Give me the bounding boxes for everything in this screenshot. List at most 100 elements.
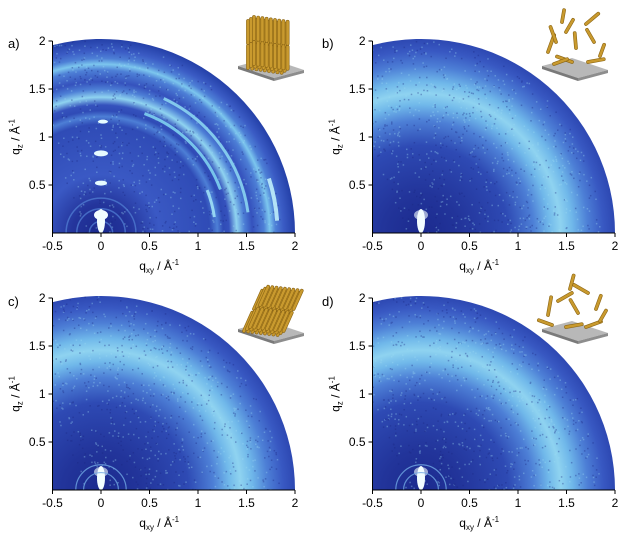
noise-speck (34, 60, 36, 62)
noise-speck (390, 106, 393, 109)
noise-speck (220, 447, 223, 449)
noise-speck (473, 223, 476, 226)
noise-speck (106, 408, 108, 411)
noise-speck (501, 403, 504, 405)
noise-speck (162, 56, 165, 58)
noise-speck (576, 397, 579, 400)
noise-speck (421, 193, 424, 196)
noise-speck (109, 484, 111, 486)
noise-speck (393, 57, 395, 60)
noise-speck (121, 478, 124, 480)
noise-speck (175, 143, 178, 145)
noise-speck (242, 141, 245, 144)
noise-speck (408, 191, 411, 193)
noise-speck (564, 198, 567, 201)
noise-speck (72, 305, 75, 308)
noise-speck (116, 347, 119, 349)
noise-speck (167, 337, 169, 339)
noise-speck (450, 139, 453, 142)
noise-speck (451, 327, 453, 330)
noise-speck (546, 177, 548, 179)
noise-speck (445, 438, 447, 440)
noise-speck (553, 487, 555, 490)
noise-speck (555, 145, 557, 148)
noise-speck (41, 330, 43, 332)
noise-speck (87, 411, 90, 413)
noise-speck (415, 461, 417, 464)
noise-speck (192, 132, 195, 134)
noise-speck (535, 161, 538, 164)
noise-speck (145, 83, 148, 85)
noise-speck (182, 339, 184, 342)
noise-speck (477, 166, 480, 169)
noise-speck (380, 46, 383, 49)
noise-speck (478, 70, 481, 73)
noise-speck (423, 42, 426, 45)
noise-speck (445, 476, 447, 478)
noise-speck (491, 204, 493, 207)
noise-speck (599, 226, 601, 228)
noise-speck (555, 429, 557, 431)
noise-speck (149, 395, 152, 397)
noise-speck (463, 195, 466, 198)
noise-speck (594, 190, 596, 193)
noise-speck (40, 98, 42, 100)
noise-speck (143, 384, 145, 386)
noise-speck (387, 414, 390, 417)
noise-speck (58, 61, 61, 63)
noise-speck (438, 475, 441, 478)
noise-speck (191, 158, 194, 160)
noise-speck (111, 421, 114, 423)
noise-speck (76, 306, 79, 309)
noise-speck (124, 48, 127, 50)
noise-speck (582, 206, 585, 209)
axis-title-sup: -1 (492, 515, 500, 524)
nanorod (272, 289, 284, 311)
noise-speck (99, 73, 101, 75)
noise-speck (393, 110, 395, 113)
noise-speck (148, 468, 151, 470)
noise-speck (381, 373, 384, 376)
noise-speck (557, 129, 559, 131)
noise-speck (412, 156, 414, 159)
noise-speck (117, 123, 119, 126)
noise-speck (450, 356, 453, 359)
noise-speck (250, 148, 252, 150)
noise-speck (483, 186, 485, 188)
noise-speck (174, 221, 176, 223)
noise-speck (137, 416, 140, 419)
noise-speck (565, 208, 568, 210)
noise-speck (373, 145, 375, 147)
noise-speck (118, 384, 120, 386)
noise-speck (99, 301, 101, 303)
noise-speck (105, 355, 108, 357)
noise-speck (498, 420, 500, 423)
noise-speck (204, 338, 207, 341)
noise-speck (541, 184, 543, 186)
noise-speck (101, 91, 103, 94)
noise-speck (463, 448, 466, 450)
noise-speck (146, 210, 148, 213)
noise-speck (544, 401, 546, 404)
noise-speck (133, 181, 135, 184)
noise-speck (67, 141, 70, 143)
noise-speck (116, 369, 119, 371)
noise-speck (414, 55, 416, 58)
noise-speck (537, 364, 539, 367)
noise-speck (79, 327, 82, 330)
noise-speck (235, 441, 237, 443)
noise-speck (498, 385, 501, 387)
noise-speck (577, 229, 580, 231)
noise-speck (430, 55, 432, 58)
noise-speck (134, 466, 137, 468)
noise-speck (370, 351, 372, 353)
noise-speck (90, 429, 93, 431)
noise-speck (381, 420, 384, 423)
noise-speck (147, 332, 149, 334)
noise-speck (152, 366, 155, 369)
noise-speck (242, 443, 244, 445)
noise-speck (476, 109, 478, 111)
noise-speck (472, 350, 475, 353)
noise-speck (178, 77, 180, 80)
noise-speck (484, 152, 486, 154)
